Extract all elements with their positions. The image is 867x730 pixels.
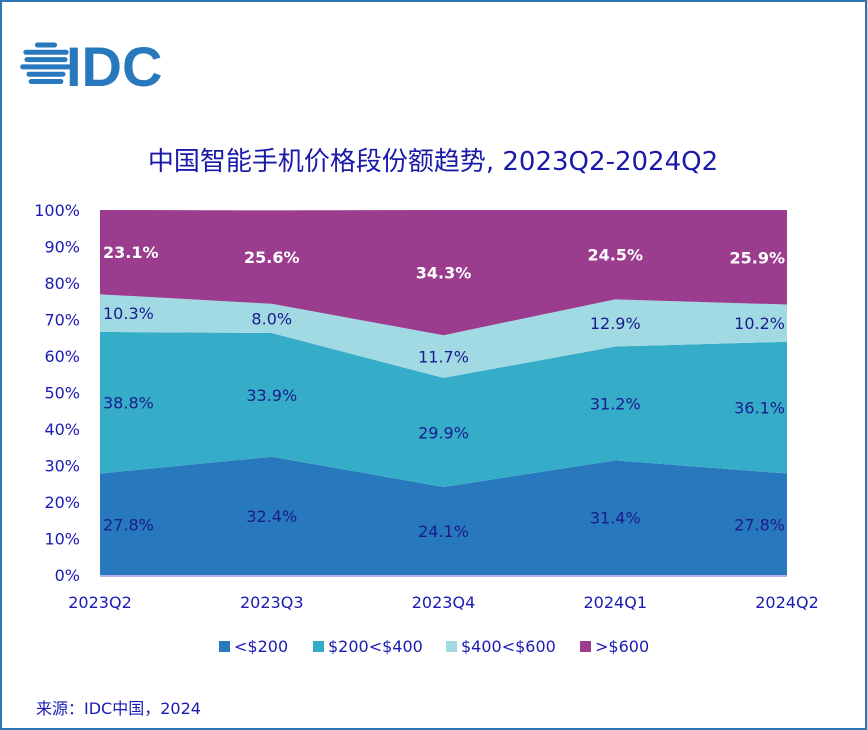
area-series-1: [100, 331, 787, 488]
data-label: 29.9%: [418, 423, 469, 442]
data-label: 24.5%: [587, 246, 643, 265]
x-tick-label: 2023Q3: [240, 593, 304, 612]
legend-swatch: [446, 641, 457, 652]
data-label: 33.9%: [246, 386, 297, 405]
idc-globe-icon: [20, 42, 72, 84]
legend: <$200 $200<$400 $400<$600 >$600: [219, 637, 649, 656]
legend-swatch: [219, 641, 230, 652]
idc-logo-text: IDC: [66, 35, 162, 98]
y-tick-label: 50%: [44, 384, 80, 403]
data-label: 25.9%: [729, 248, 785, 267]
source-note: 来源：IDC中国，2024: [36, 699, 201, 718]
legend-swatch: [580, 641, 591, 652]
globe-stripe: [34, 42, 58, 48]
data-label: 10.3%: [103, 304, 154, 323]
globe-stripe: [23, 49, 69, 55]
chart-title: 中国智能手机价格段份额趋势, 2023Q2-2024Q2: [148, 147, 718, 177]
data-label: 23.1%: [103, 243, 159, 262]
y-tick-label: 10%: [44, 530, 80, 549]
legend-label: >$600: [595, 637, 649, 656]
data-label: 31.2%: [590, 394, 641, 413]
legend-label: $200<$400: [328, 637, 423, 656]
legend-label: $400<$600: [461, 637, 556, 656]
idc-logo: IDC: [20, 35, 162, 98]
data-label: 24.1%: [418, 522, 469, 541]
y-tick-label: 90%: [44, 238, 80, 257]
legend-item: $400<$600: [446, 637, 556, 656]
legend-item: $200<$400: [313, 637, 423, 656]
x-tick-label: 2024Q2: [755, 593, 819, 612]
y-tick-label: 30%: [44, 457, 80, 476]
area-series-2: [100, 294, 787, 378]
data-label: 12.9%: [590, 314, 641, 333]
data-label: 27.8%: [103, 515, 154, 534]
y-tick-label: 80%: [44, 274, 80, 293]
globe-stripe: [26, 71, 66, 77]
data-label: 8.0%: [251, 309, 292, 328]
y-tick-label: 20%: [44, 493, 80, 512]
y-tick-label: 60%: [44, 347, 80, 366]
legend-label: <$200: [234, 637, 288, 656]
globe-stripe: [24, 57, 68, 63]
data-label: 11.7%: [418, 348, 469, 367]
data-label: 36.1%: [734, 399, 785, 418]
y-tick-label: 100%: [34, 201, 80, 220]
y-tick-label: 40%: [44, 420, 80, 439]
x-tick-label: 2024Q1: [584, 593, 648, 612]
y-tick-label: 70%: [44, 311, 80, 330]
legend-item: >$600: [580, 637, 649, 656]
x-tick-label: 2023Q2: [68, 593, 132, 612]
data-label: 10.2%: [734, 314, 785, 333]
data-label: 31.4%: [590, 509, 641, 528]
y-tick-label: 0%: [55, 566, 80, 585]
x-tick-label: 2023Q4: [412, 593, 476, 612]
globe-stripe: [28, 79, 64, 84]
area-series-0: [100, 456, 787, 575]
data-label: 25.6%: [244, 248, 300, 267]
globe-stripe: [20, 64, 72, 70]
legend-item: <$200: [219, 637, 288, 656]
data-label: 38.8%: [103, 394, 154, 413]
data-label: 32.4%: [246, 507, 297, 526]
data-label: 27.8%: [734, 515, 785, 534]
data-label: 34.3%: [416, 264, 472, 283]
legend-swatch: [313, 641, 324, 652]
area-series-3: [100, 210, 787, 336]
